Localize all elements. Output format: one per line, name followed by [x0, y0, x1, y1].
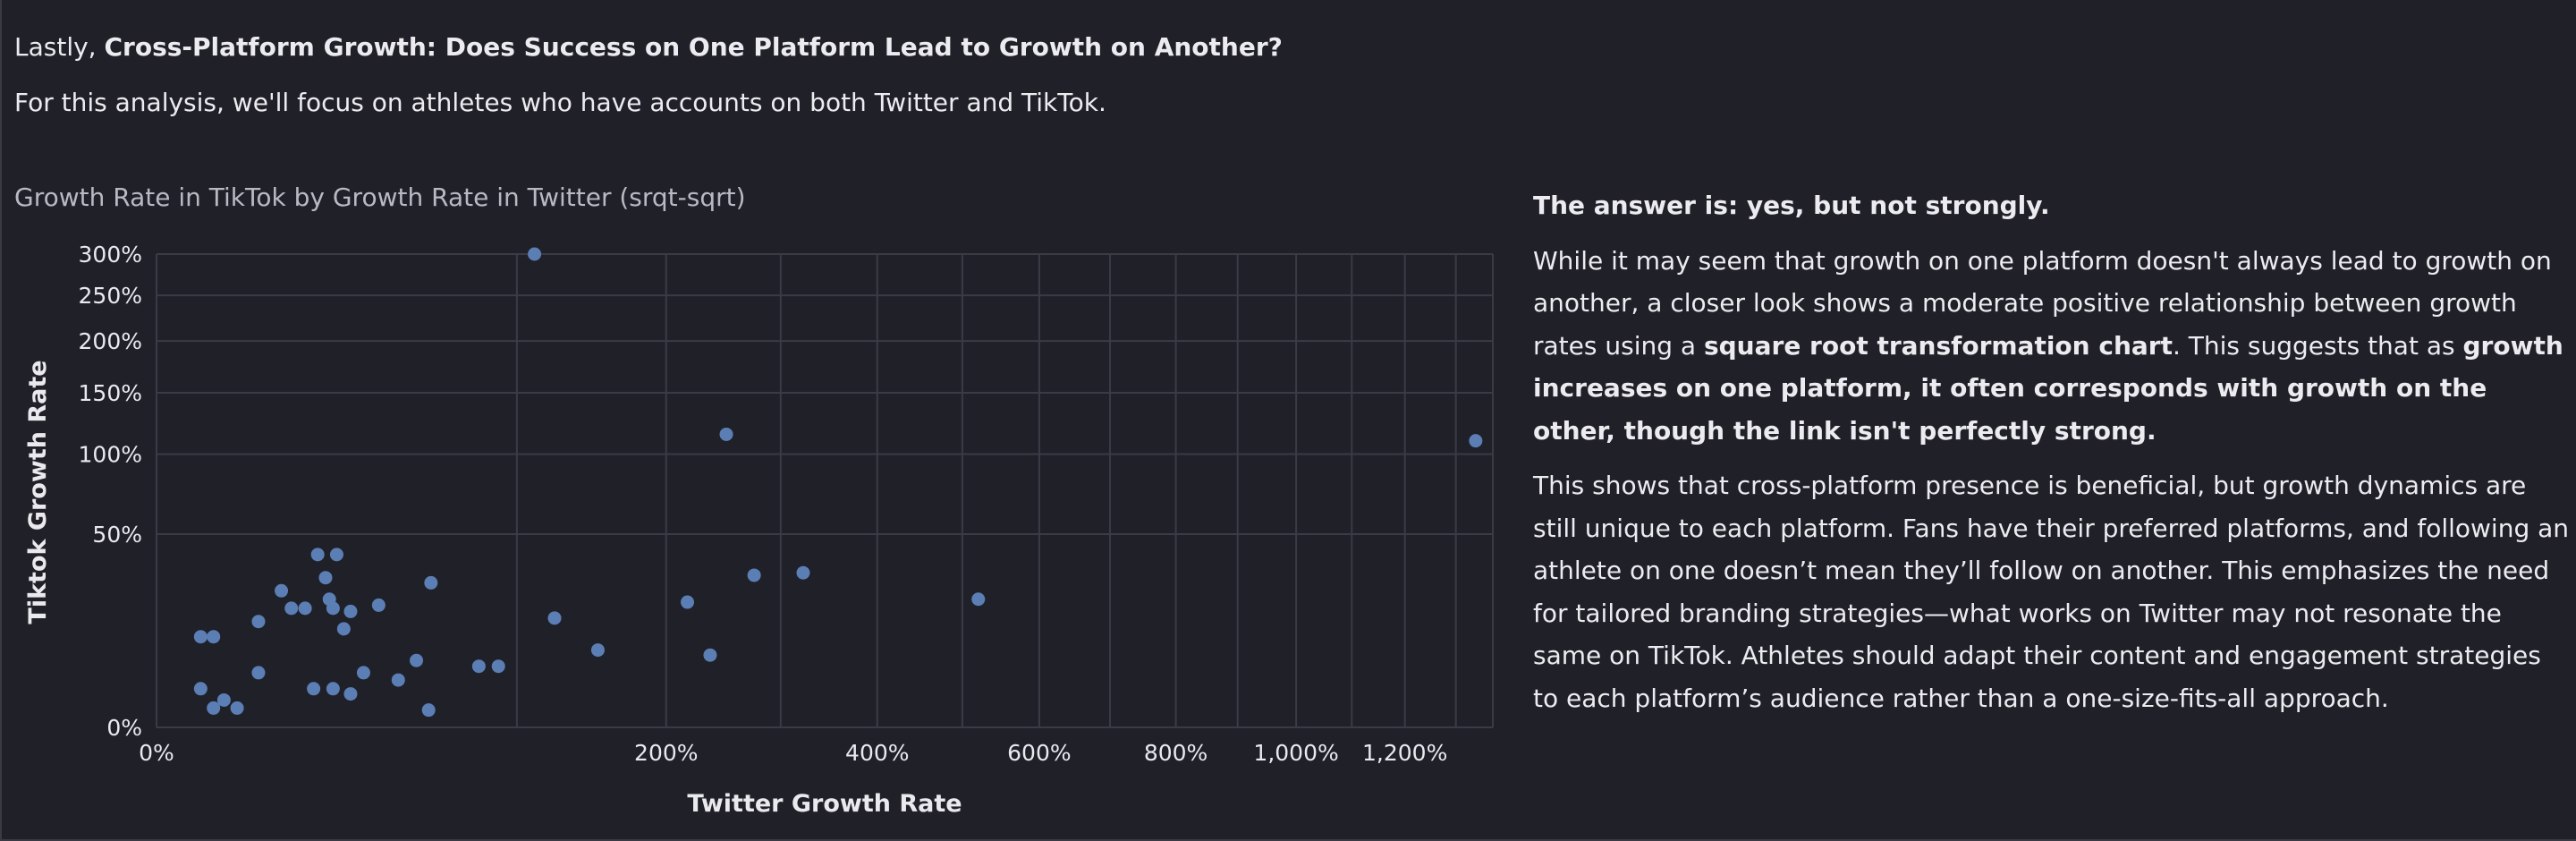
data-point: [298, 601, 312, 616]
data-point: [336, 622, 351, 636]
x-tick-label: 800%: [1144, 740, 1208, 766]
data-point: [547, 611, 562, 625]
data-point: [275, 583, 289, 598]
data-point: [424, 575, 438, 590]
data-point: [251, 615, 266, 629]
data-point: [590, 643, 605, 658]
data-point: [747, 568, 761, 582]
y-tick-label: 250%: [79, 283, 142, 309]
data-point: [207, 630, 221, 644]
analysis-paragraph-2: This shows that cross-platform presence …: [1533, 471, 2570, 713]
p1-bold-d: growth increases on one platform, it oft…: [1533, 330, 2563, 446]
data-point: [410, 653, 424, 667]
p1-text-c: . This suggests that as: [2172, 330, 2463, 361]
data-point: [356, 666, 370, 680]
x-tick-label: 1,200%: [1362, 740, 1447, 766]
data-point: [703, 648, 717, 662]
y-tick-label: 150%: [79, 380, 142, 406]
p1-text-a: While it may seem that growth on one pla…: [1533, 245, 2552, 361]
data-point: [329, 548, 343, 562]
data-point: [343, 687, 358, 701]
analysis-paragraph-1: While it may seem that growth on one pla…: [1533, 240, 2571, 453]
data-point: [193, 682, 208, 696]
y-axis-ticks: 0% 50% 100% 150% 200% 250% 300%: [79, 242, 142, 741]
data-point: [216, 692, 231, 707]
data-point: [391, 673, 405, 687]
data-point: [310, 548, 325, 562]
data-point: [421, 703, 436, 718]
x-tick-label: 200%: [634, 740, 698, 766]
data-point: [1469, 434, 1483, 448]
data-point: [971, 592, 986, 607]
data-point: [681, 595, 695, 609]
data-point: [230, 701, 244, 715]
x-tick-label: 600%: [1007, 740, 1071, 766]
answer-heading: The answer is: yes, but not strongly.: [1533, 191, 2050, 220]
data-point: [719, 427, 733, 441]
scatter-chart: 0% 50% 100% 150% 200% 250% 300% 0% 200% 400% 600%…: [24, 242, 1494, 818]
x-tick-label: 0%: [139, 740, 174, 766]
data-point: [371, 598, 386, 612]
y-tick-label: 100%: [79, 442, 142, 468]
data-point: [528, 247, 542, 261]
data-point: [284, 601, 299, 616]
data-point: [326, 682, 340, 696]
data-point: [318, 571, 333, 585]
data-point: [193, 630, 208, 644]
intro-lead: Lastly,: [14, 32, 105, 62]
data-point: [343, 604, 358, 618]
chart-grid: [156, 253, 1494, 728]
y-tick-label: 300%: [79, 242, 142, 268]
y-tick-label: 50%: [92, 522, 142, 548]
chart-title: Growth Rate in TikTok by Growth Rate in …: [14, 183, 746, 212]
intro-question: Cross-Platform Growth: Does Success on O…: [104, 32, 1283, 62]
p1-bold-b: square root transformation chart: [1703, 330, 2173, 361]
data-point: [796, 565, 810, 580]
data-point: [207, 701, 221, 715]
y-tick-label: 200%: [79, 328, 142, 354]
data-point: [322, 592, 336, 607]
data-point: [471, 659, 486, 674]
data-point: [251, 666, 266, 680]
y-axis-label: Tiktok Growth Rate: [24, 360, 52, 624]
intro-focus: For this analysis, we'll focus on athlet…: [14, 88, 1106, 117]
analysis-panel: The answer is: yes, but not strongly. Wh…: [1533, 184, 2571, 732]
x-tick-label: 1,000%: [1253, 740, 1338, 766]
data-point: [307, 682, 321, 696]
data-point: [491, 659, 505, 674]
x-axis-ticks: 0% 200% 400% 600% 800% 1,000% 1,200%: [139, 740, 1447, 766]
x-axis-label: Twitter Growth Rate: [687, 790, 962, 818]
x-tick-label: 400%: [845, 740, 909, 766]
chart-points: [193, 247, 1483, 718]
intro-heading: Lastly, Cross-Platform Growth: Does Succ…: [14, 32, 1283, 62]
y-tick-label: 0%: [106, 715, 142, 741]
